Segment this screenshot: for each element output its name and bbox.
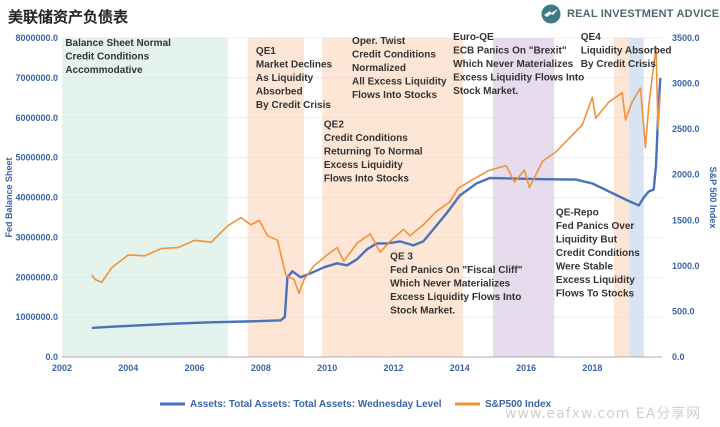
annotation-line: Fed Panics On "Fiscal Cliff": [390, 265, 523, 276]
annotation-3: QE2 Credit Conditions Returning To Normal E…: [324, 120, 423, 185]
annotation-line: Absorbed: [256, 86, 303, 97]
y-left-tick-label: 1000000.0: [15, 312, 58, 322]
y-left-tick-label: 2000000.0: [15, 272, 58, 282]
annotation-line: Normalized: [352, 63, 406, 74]
y-right-tick-label: 500.0: [672, 306, 695, 316]
annotation-line: By Credit Crisis: [581, 59, 656, 70]
annotation-line: Flows Into Stocks: [324, 174, 409, 185]
annotation-line: ECB Panics On "Brexit": [453, 45, 567, 56]
annotation-line: Excess Liquidity: [324, 160, 403, 171]
annotation-line: Oper. Twist: [352, 36, 406, 47]
legend: Assets: Total Assets: Total Assets: Wedn…: [160, 399, 552, 410]
x-tick-label: 2008: [251, 363, 271, 373]
annotation-line: Credit Conditions: [324, 133, 408, 144]
annotation-line: Excess Liquidity Flows Into: [453, 72, 584, 83]
y-left-tick-label: 7000000.0: [15, 73, 58, 83]
annotation-line: Accommodative: [65, 65, 143, 76]
annotation-line: Market Declines: [256, 59, 333, 70]
annotation-line: Balance Sheet Normal: [65, 38, 171, 49]
y-left-tick-label: 5000000.0: [15, 153, 58, 163]
y-right-tick-label: 0.0: [672, 352, 685, 362]
y-right-axis-title: S&P 500 Index: [708, 167, 718, 229]
annotation-line: QE1: [256, 46, 276, 57]
spx-line: [91, 46, 662, 295]
y-left-tick-label: 4000000.0: [15, 193, 58, 203]
y-right-tick-label: 3000.0: [672, 79, 700, 89]
annotation-line: By Credit Crisis: [256, 100, 331, 111]
page-title: 美联储资产负债表: [8, 8, 129, 26]
annotation-line: Stock Market.: [453, 86, 518, 97]
legend-label-spx: S&P500 Index: [485, 399, 552, 410]
y-left-tick-label: 6000000.0: [15, 113, 58, 123]
annotation-line: QE2: [324, 120, 344, 131]
annotation-line: Stock Market.: [390, 305, 455, 316]
annotation-7: QE-Repo Fed Panics Over Liquidity But Credi…: [556, 207, 640, 299]
watermark: www.eafxw.com EA分享网: [505, 406, 702, 422]
grid: [62, 37, 662, 358]
y-right-tick-label: 1000.0: [672, 261, 700, 271]
y-right-tick-label: 1500.0: [672, 215, 700, 225]
y-left-tick-label: 3000000.0: [15, 232, 58, 242]
x-tick-label: 2010: [317, 363, 337, 373]
x-tick-label: 2012: [383, 363, 403, 373]
y-right-tick-label: 2500.0: [672, 124, 700, 134]
annotations: Balance Sheet Normal Credit Conditions Acc…: [65, 32, 671, 316]
annotation-line: Which Never Materializes: [390, 278, 510, 289]
x-tick-label: 2004: [118, 363, 138, 373]
annotation-0: Balance Sheet Normal Credit Conditions Acc…: [65, 38, 171, 76]
annotation-line: Which Never Materializes: [453, 59, 573, 70]
annotation-line: Credit Conditions: [556, 248, 640, 259]
x-tick-label: 2018: [582, 363, 602, 373]
legend-label-assets: Assets: Total Assets: Total Assets: Wedn…: [190, 399, 442, 410]
annotation-line: All Excess Liquidity: [352, 76, 447, 87]
y-right-tick-label: 3500.0: [672, 33, 700, 43]
annotation-line: Flows Into Stocks: [352, 90, 437, 101]
y-right-tick-label: 2000.0: [672, 170, 700, 180]
annotation-line: Returning To Normal: [324, 147, 423, 158]
annotation-line: QE 3: [390, 251, 413, 262]
annotation-line: Excess Liquidity Flows Into: [390, 292, 521, 303]
eagle-logo-icon: [541, 4, 561, 24]
annotation-line: Credit Conditions: [65, 51, 149, 62]
annotation-line: Liquidity But: [556, 234, 618, 245]
annotation-line: Flows To Stocks: [556, 288, 635, 299]
fed-assets-line: [91, 77, 662, 330]
annotation-2: Oper. Twist Credit Conditions Normalized Al…: [352, 36, 447, 101]
y-left-axis-title: Fed Balance Sheet: [4, 157, 14, 237]
annotation-line: Excess Liquidity: [556, 275, 635, 286]
y-left-tick-label: 0.0: [45, 352, 58, 362]
x-tick-label: 2014: [450, 363, 470, 373]
annotation-line: Credit Conditions: [352, 49, 436, 60]
annotation-line: Fed Panics Over: [556, 221, 634, 232]
annotation-line: Liquidity Absorbed: [581, 45, 672, 56]
annotation-line: QE-Repo: [556, 207, 599, 218]
annotation-line: As Liquidity: [256, 73, 314, 84]
series: [91, 46, 662, 330]
x-tick-label: 2002: [52, 363, 72, 373]
axes: 0.0 1000000.0 2000000.0 3000000.0 4000000.0 5…: [4, 33, 718, 373]
brand-logo: REAL INVESTMENT ADVICE: [540, 3, 719, 25]
annotation-6: QE4 Liquidity Absorbed By Credit Crisis: [581, 32, 672, 70]
annotation-5: Euro-QE ECB Panics On "Brexit" Which Never…: [453, 32, 584, 97]
annotation-line: Euro-QE: [453, 32, 494, 43]
annotation-line: Were Stable: [556, 261, 613, 272]
y-left-tick-label: 8000000.0: [15, 33, 58, 43]
annotation-4: QE 3 Fed Panics On "Fiscal Cliff" Which Ne…: [390, 251, 523, 316]
x-tick-label: 2006: [185, 363, 205, 373]
annotation-line: QE4: [581, 32, 601, 43]
brand-name: REAL INVESTMENT ADVICE: [567, 8, 720, 20]
annotation-1: QE1 Market Declines As Liquidity Absorbed By…: [256, 46, 333, 111]
x-tick-label: 2016: [516, 363, 536, 373]
